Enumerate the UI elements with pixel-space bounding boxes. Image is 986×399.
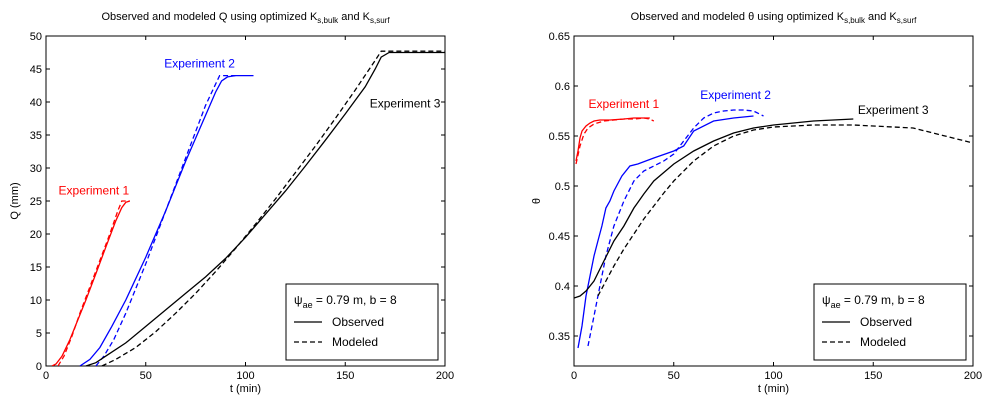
x-tick-label: 100	[764, 370, 782, 382]
legend-entry-observed: Observed	[332, 315, 384, 329]
legend-entry-modeled: Modeled	[332, 335, 378, 349]
series-experiment-1-observed	[51, 200, 131, 366]
y-tick-label: 0.65	[549, 31, 570, 43]
x-tick-label: 150	[864, 370, 882, 382]
y-tick-label: 15	[30, 262, 42, 274]
y-tick-label: 45	[30, 64, 42, 76]
x-tick-label: 150	[336, 370, 354, 382]
series-experiment-3-observed	[574, 118, 854, 299]
x-tick-label: 50	[668, 370, 680, 382]
experiment-label: Experiment 1	[59, 183, 130, 197]
y-tick-label: 35	[30, 130, 42, 142]
series-experiment-3-modeled	[597, 124, 973, 297]
x-tick-label: 50	[140, 370, 152, 382]
series-experiment-1-observed	[575, 117, 650, 162]
experiment-label: Experiment 2	[700, 88, 771, 102]
x-tick-label: 200	[964, 370, 982, 382]
series-experiment-1-modeled	[575, 117, 655, 165]
y-tick-label: 30	[30, 163, 42, 175]
x-tick-label: 0	[43, 370, 49, 382]
q-chart: Observed and modeled Q using optimized K…	[9, 11, 454, 395]
chart-title: Observed and modeled θ using optimized K…	[631, 11, 917, 25]
series-experiment-1-modeled	[57, 200, 130, 366]
theta-chart: Observed and modeled θ using optimized K…	[531, 11, 982, 395]
experiment-label: Experiment 3	[858, 103, 929, 117]
series-experiment-3-modeled	[101, 50, 445, 366]
experiment-label: Experiment 2	[164, 57, 235, 71]
legend-header: ψae = 0.79 m, b = 8	[294, 293, 397, 310]
legend-header: ψae = 0.79 m, b = 8	[822, 293, 925, 310]
legend-entry-modeled: Modeled	[860, 335, 906, 349]
y-tick-label: 20	[30, 229, 42, 241]
y-tick-label: 0.45	[549, 231, 570, 243]
series-experiment-2-modeled	[587, 109, 764, 347]
legend-entry-observed: Observed	[860, 315, 912, 329]
y-tick-label: 0	[36, 361, 42, 373]
series-experiment-2-modeled	[95, 74, 236, 366]
y-tick-label: 10	[30, 295, 42, 307]
y-axis-label: θ	[531, 198, 543, 204]
x-tick-label: 100	[236, 370, 254, 382]
y-tick-label: 0.35	[549, 331, 570, 343]
series-experiment-2-observed	[79, 74, 254, 366]
y-axis-label: Q (mm)	[9, 182, 21, 219]
y-tick-label: 5	[36, 328, 42, 340]
experiment-label: Experiment 1	[589, 97, 660, 111]
y-tick-label: 25	[30, 196, 42, 208]
series-group	[574, 109, 973, 349]
series-experiment-2-observed	[577, 115, 754, 349]
y-tick-label: 0.6	[555, 81, 570, 93]
x-axis-label: t (min)	[758, 383, 789, 395]
series-group	[51, 50, 445, 366]
y-tick-label: 0.5	[555, 181, 570, 193]
series-experiment-3-observed	[85, 51, 445, 366]
chart-title: Observed and modeled Q using optimized K…	[101, 11, 390, 25]
x-axis-label: t (min)	[230, 383, 261, 395]
x-tick-label: 0	[571, 370, 577, 382]
legend: ψae = 0.79 m, b = 8 Observed Modeled	[285, 283, 439, 361]
experiment-label: Experiment 3	[370, 96, 441, 110]
x-tick-label: 200	[436, 370, 454, 382]
y-tick-label: 0.4	[555, 281, 570, 293]
y-tick-label: 50	[30, 31, 42, 43]
legend: ψae = 0.79 m, b = 8 Observed Modeled	[813, 283, 967, 361]
y-tick-label: 0.55	[549, 131, 570, 143]
y-tick-label: 40	[30, 97, 42, 109]
